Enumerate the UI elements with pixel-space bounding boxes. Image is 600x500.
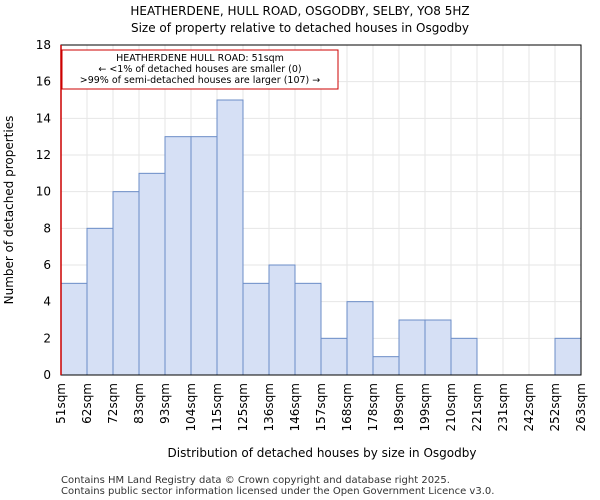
x-tick-label-199sqm: 199sqm xyxy=(418,383,432,431)
bar-104sqm xyxy=(190,136,218,376)
bar-93sqm xyxy=(164,136,192,376)
x-tick-label-93sqm: 93sqm xyxy=(158,383,172,424)
x-tick-label-62sqm: 62sqm xyxy=(80,383,94,424)
x-tick-label-146sqm: 146sqm xyxy=(288,383,302,431)
chart-title: HEATHERDENE, HULL ROAD, OSGODBY, SELBY, … xyxy=(130,4,469,18)
x-axis-label: Distribution of detached houses by size … xyxy=(168,446,477,460)
y-tick-label-8: 16 xyxy=(36,75,51,89)
x-tick-label-210sqm: 210sqm xyxy=(444,383,458,431)
bar-83sqm xyxy=(138,172,166,376)
y-tick-labels: 0 2 4 6 8 10 12 14 16 18 xyxy=(36,38,51,382)
bar-210sqm xyxy=(450,337,478,376)
x-tick-label-157sqm: 157sqm xyxy=(314,383,328,431)
bar-199sqm xyxy=(424,319,452,376)
x-tick-label-242sqm: 242sqm xyxy=(522,383,536,431)
x-tick-label-221sqm: 221sqm xyxy=(470,383,484,431)
chart-subtitle: Size of property relative to detached ho… xyxy=(131,21,469,35)
bar-189sqm xyxy=(398,319,426,376)
x-tick-label-115sqm: 115sqm xyxy=(210,383,224,431)
x-tick-label-72sqm: 72sqm xyxy=(106,383,120,424)
bar-125sqm xyxy=(242,282,270,376)
annotation-line-3: >99% of semi-detached houses are larger … xyxy=(80,75,321,86)
x-tick-label-51sqm: 51sqm xyxy=(54,383,68,424)
y-tick-label-9: 18 xyxy=(36,38,51,52)
y-tick-label-4: 8 xyxy=(43,221,51,235)
bar-72sqm xyxy=(112,191,140,376)
y-tick-label-1: 2 xyxy=(43,331,51,345)
x-tick-label-125sqm: 125sqm xyxy=(236,383,250,431)
y-tick-label-2: 4 xyxy=(43,295,51,309)
bar-115sqm xyxy=(216,99,244,376)
bars xyxy=(60,99,582,376)
annotation-box: HEATHERDENE HULL ROAD: 51sqm ← <1% of de… xyxy=(61,49,339,90)
bar-168sqm xyxy=(346,301,374,376)
y-axis-label: Number of detached properties xyxy=(2,116,16,305)
x-tick-label-83sqm: 83sqm xyxy=(132,383,146,424)
bar-136sqm xyxy=(268,264,296,376)
y-tick-label-6: 12 xyxy=(36,148,51,162)
bar-146sqm xyxy=(294,282,322,376)
x-tick-labels: 51sqm 62sqm 72sqm 83sqm 93sqm 104sqm 115sqm 125… xyxy=(54,383,588,431)
y-tick-label-0: 0 xyxy=(43,368,51,382)
x-tick-label-263sqm: 263sqm xyxy=(574,383,588,431)
x-tick-label-252sqm: 252sqm xyxy=(548,383,562,431)
bar-178sqm xyxy=(372,356,400,376)
y-tick-label-3: 6 xyxy=(43,258,51,272)
y-tick-label-7: 14 xyxy=(36,111,51,125)
bar-252sqm xyxy=(554,337,582,376)
bar-157sqm xyxy=(320,337,348,376)
footer-line-1: Contains HM Land Registry data © Crown c… xyxy=(61,475,450,486)
footer-line-2: Contains public sector information licen… xyxy=(61,486,494,497)
annotation-line-1: HEATHERDENE HULL ROAD: 51sqm xyxy=(116,53,284,64)
bar-51sqm xyxy=(60,282,88,376)
bar-62sqm xyxy=(86,227,114,376)
y-tick-label-5: 10 xyxy=(36,185,51,199)
x-tick-label-231sqm: 231sqm xyxy=(496,383,510,431)
x-tick-label-104sqm: 104sqm xyxy=(184,383,198,431)
x-tick-label-189sqm: 189sqm xyxy=(392,383,406,431)
x-tick-label-168sqm: 168sqm xyxy=(340,383,354,431)
x-tick-label-136sqm: 136sqm xyxy=(262,383,276,431)
x-tick-label-178sqm: 178sqm xyxy=(366,383,380,431)
annotation-line-2: ← <1% of detached houses are smaller (0) xyxy=(98,64,301,75)
